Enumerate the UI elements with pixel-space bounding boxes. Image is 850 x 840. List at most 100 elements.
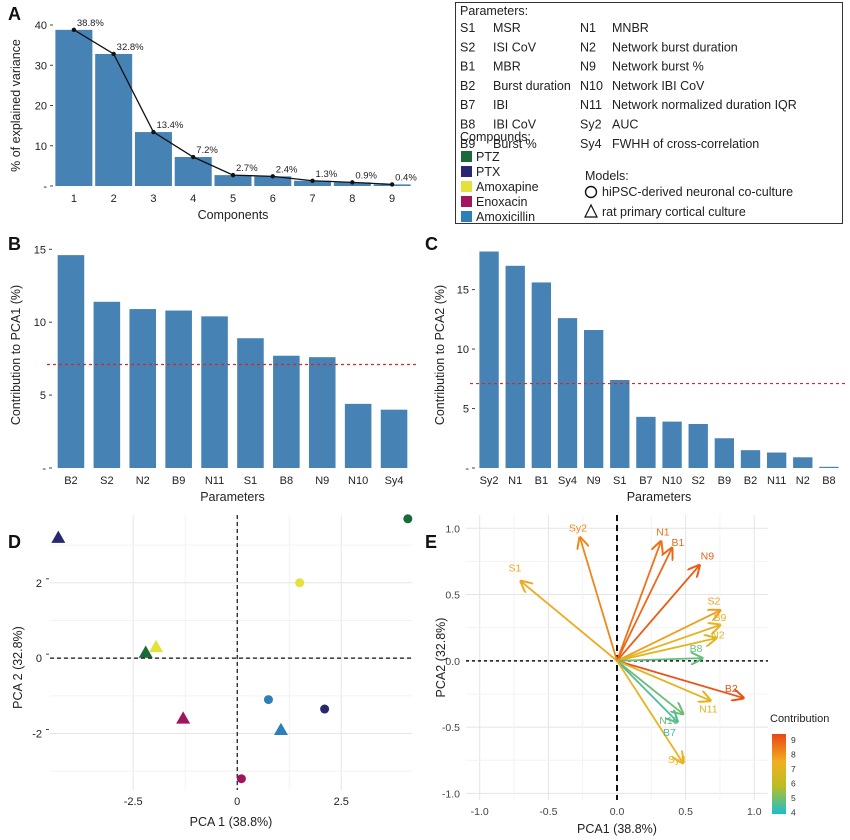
panel-c-xtick-n9: N9 <box>587 475 601 487</box>
panel-e-vector-n10 <box>616 660 683 714</box>
panel-b-bar-n10 <box>344 403 372 468</box>
panel-b-bar-b2 <box>57 255 85 468</box>
legend-param-name: Network normalized duration IQR <box>612 98 797 112</box>
panel-d-xtick-label: 2.5 <box>334 796 349 808</box>
legend-param-code: N9 <box>580 60 596 74</box>
legend-model-name: hiPSC-derived neuronal co-culture <box>602 185 793 199</box>
panel-d-point-ptx-circle <box>320 704 330 714</box>
panel-c-bar-n10 <box>662 421 682 468</box>
panel-e-vector-label-n1: N1 <box>656 527 670 539</box>
panel-a-ytick-label: 40 <box>35 20 47 32</box>
legend-model-circle-icon <box>584 185 598 199</box>
panel-e-xlabel: PCA1 (38.8%) <box>577 822 657 836</box>
panel-b-xtick-n9: N9 <box>315 475 329 487</box>
panel-a-variance-point <box>350 180 355 185</box>
legend-param-name: Network burst duration <box>612 40 738 54</box>
panel-a-ytick-label: 10 <box>35 141 47 153</box>
panel-c-ylabel: Contribution to PCA2 (%) <box>433 285 447 425</box>
panel-b-bar-n2 <box>129 309 157 468</box>
panel-c-bar-b8 <box>819 466 839 468</box>
legend-param-name: IBI CoV <box>493 118 537 132</box>
panel-c-xtick-b7: B7 <box>639 475 652 487</box>
panel-d-point-ptx-triangle <box>51 530 66 543</box>
legend-compound-swatch-amoxapine <box>461 181 472 192</box>
panel-b-ytick-label: - <box>42 463 46 475</box>
panel-e-vector-label-n2: N2 <box>711 629 725 641</box>
panel-c-xtick-n2: N2 <box>796 475 810 487</box>
panel-e-vector-label-b1: B1 <box>671 537 684 549</box>
panel-a-variance-point <box>230 172 236 178</box>
legend-param-code: N11 <box>580 98 602 112</box>
legend-param-name: Network burst % <box>612 60 704 74</box>
panel-b-bar-n9 <box>308 357 336 468</box>
panel-c-bar-n9 <box>583 330 604 468</box>
panel-a-bar-2 <box>95 53 133 187</box>
panel-e-vector-b7 <box>616 660 677 722</box>
panel-a-xtick-8: 8 <box>349 193 355 205</box>
panel-d-point-amoxicillin-circle <box>263 695 273 705</box>
legend-compound-name: PTX <box>476 165 501 179</box>
panel-c-xtick-n10: N10 <box>662 475 682 487</box>
panel-c-xtick-sy2: Sy2 <box>480 475 499 487</box>
panel-c-bar-s2 <box>688 423 708 468</box>
panel-b-xlabel: Parameters <box>200 490 265 504</box>
panel-e-vector-label-n9: N9 <box>701 550 715 562</box>
panel-e-ytick-label: 1.0 <box>445 523 460 535</box>
legend-param-name: Burst duration <box>493 79 571 93</box>
panel-e-vector-b2 <box>616 659 743 698</box>
panel-a-bar-3 <box>134 132 172 186</box>
legend-model-name: rat primary cortical culture <box>602 205 746 219</box>
panel-b-ylabel: Contribution to PCA1 (%) <box>9 285 23 425</box>
panel-c-bar-n1 <box>505 265 525 468</box>
panel-e-xtick-label: 0.5 <box>678 806 693 818</box>
legend-box <box>455 2 843 224</box>
legend-param-name: Burst % <box>493 137 537 151</box>
panel-a-ytick-label: - <box>43 181 47 193</box>
panel-e-vector-label-b2: B2 <box>725 683 738 695</box>
panel-e-vector-b8 <box>616 658 702 661</box>
panel-b-ytick-label: 5 <box>40 390 46 402</box>
panel-e-colorbar-tick: 8 <box>791 749 796 759</box>
panel-e-ytick-label: 0.5 <box>445 590 460 602</box>
legend-param-code: B9 <box>460 137 475 151</box>
panel-e-vector-sy2 <box>580 538 618 662</box>
panel-a-variance-point <box>389 182 395 187</box>
panel-a-ytick-label: 20 <box>35 101 47 113</box>
legend-param-name: MBR <box>493 60 521 74</box>
legend-param-code: N10 <box>580 79 603 93</box>
legend-param-name: MSR <box>493 21 521 35</box>
panel-e-vector-label-n10: N10 <box>659 715 678 727</box>
legend-model-triangle-icon <box>584 203 598 218</box>
panel-d-ytick-label: 0 <box>36 653 42 665</box>
legend-compound-swatch-amoxicillin <box>461 211 472 222</box>
legend-param-name: IBI <box>493 98 508 112</box>
legend-param-code: Sy2 <box>580 118 602 132</box>
panel-d-point-enoxacin-circle <box>236 774 246 784</box>
panel-a-data-label: 2.7% <box>236 163 258 174</box>
panel-a-data-label: 0.9% <box>355 170 377 181</box>
panel-a-bar-5 <box>214 175 252 186</box>
legend-parameters-title: Parameters: <box>460 4 528 18</box>
panel-b-bar-b8 <box>273 355 300 468</box>
panel-e-colorbar-tick: 4 <box>791 808 796 818</box>
panel-d-xtick-label: -2.5 <box>124 796 143 808</box>
panel-d-point-amoxicillin-triangle <box>273 722 288 735</box>
panel-letter-b: B <box>8 234 21 254</box>
panel-a-xtick-6: 6 <box>270 193 276 205</box>
panel-e-colorbar-title: Contribution <box>770 713 829 725</box>
panel-c-ytick-label: 5 <box>463 404 469 416</box>
legend-models-title: Models: <box>585 169 629 183</box>
panel-d-point-amoxapine-triangle <box>149 639 164 653</box>
panel-e-colorbar-tick: 6 <box>791 778 796 788</box>
panel-letter-a: A <box>8 4 21 24</box>
panel-e-ytick-label: -0.5 <box>442 722 460 734</box>
panel-e-vector-b1 <box>616 548 672 662</box>
panel-e-vector-n11 <box>616 659 710 701</box>
panel-c-bar-b9 <box>714 438 735 468</box>
panel-e-vector-s1 <box>521 581 618 662</box>
panel-d-point-ptz-triangle <box>138 645 153 658</box>
panel-a-xtick-3: 3 <box>150 193 156 205</box>
panel-c-xtick-n11: N11 <box>767 475 786 487</box>
panel-d-point-enoxacin-triangle <box>176 711 191 724</box>
